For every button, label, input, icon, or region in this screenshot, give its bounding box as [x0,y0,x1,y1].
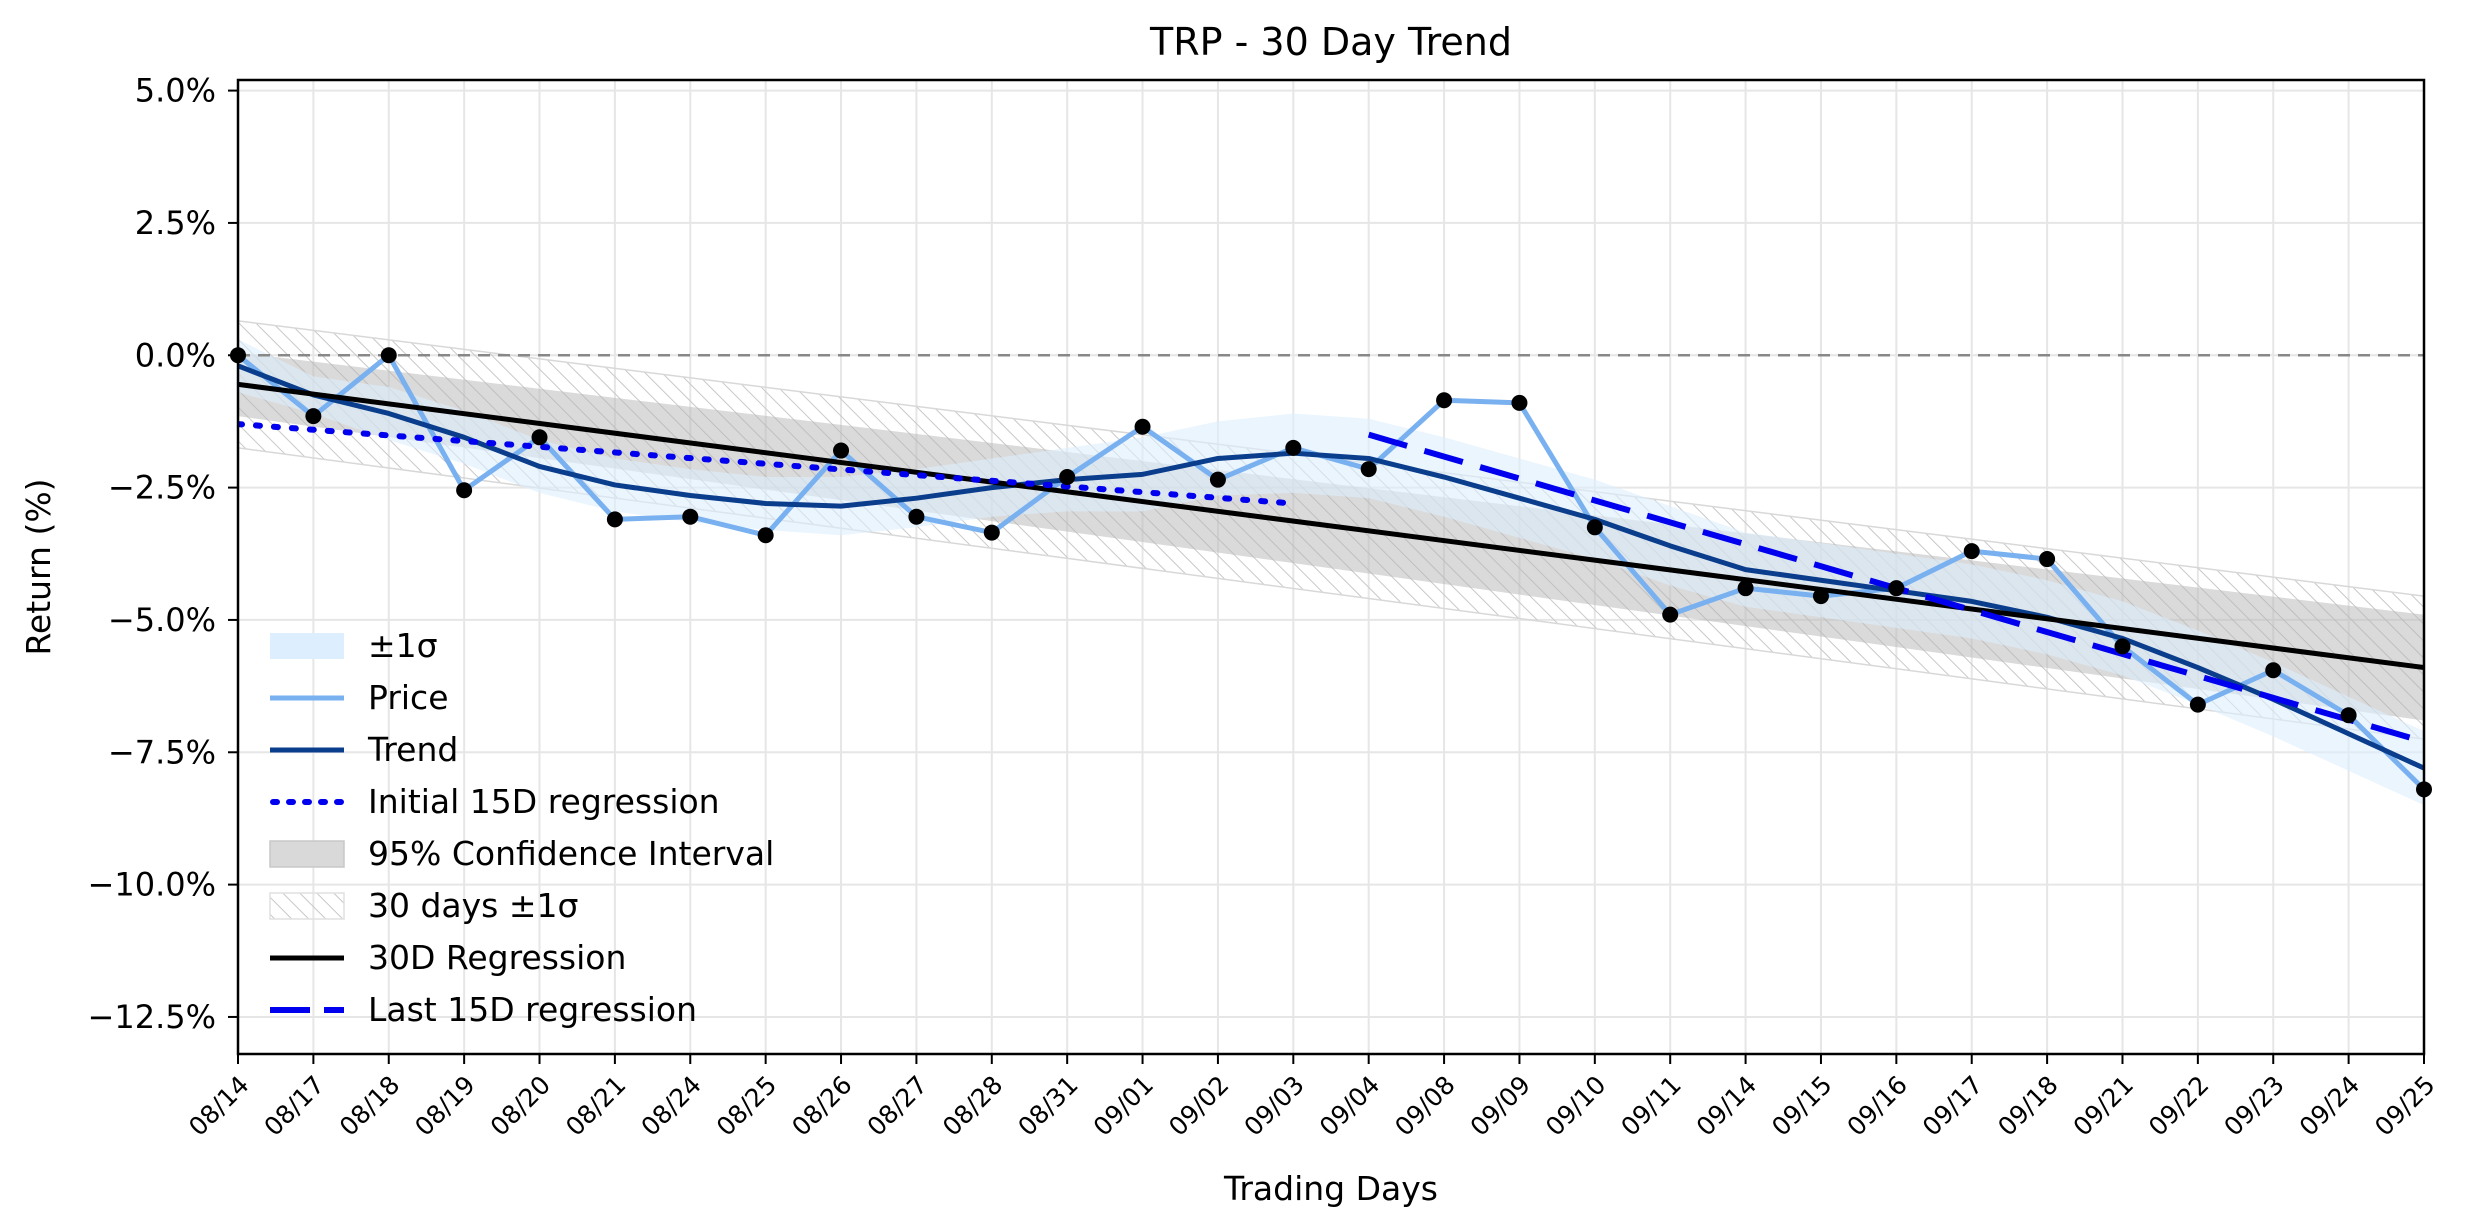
x-tick-label: 09/22 [2143,1070,2214,1141]
price-line [238,352,2424,792]
x-tick-label: 09/10 [1540,1070,1611,1141]
y-axis-label: Return (%) [19,478,58,655]
x-tick-label: 09/02 [1163,1070,1234,1141]
bands [238,320,2424,806]
x-tick-label: 08/17 [259,1070,330,1141]
x-tick-label: 08/31 [1012,1070,1083,1141]
y-tick-label: 0.0% [135,336,216,374]
legend-label: 95% Confidence Interval [368,834,774,873]
x-tick-label: 09/11 [1615,1070,1686,1141]
price-point [1586,519,1603,536]
price-point [1209,471,1226,488]
legend-swatch [270,633,344,659]
price-point [2114,638,2131,655]
y-tick-label: 2.5% [135,204,216,242]
price-point [1436,392,1453,409]
legend: ±1σ Price Trend Initial 15D regression 95% C… [269,626,774,1029]
x-tick-label: 08/25 [711,1070,782,1141]
legend-swatch [269,892,345,920]
x-tick-label: 09/17 [1917,1070,1988,1141]
x-axis: 08/14 08/17 08/18 08/19 08/20 08/21 08/24 08/25… [183,1054,2441,1142]
x-tick-label: 09/03 [1238,1070,1309,1141]
price-point [2265,662,2282,679]
legend-label: Last 15D regression [368,990,697,1029]
price-point [456,482,473,499]
price-point [1511,394,1528,411]
price-point [1360,461,1377,478]
x-tick-label: 08/18 [334,1070,405,1141]
band-confidence-interval [238,352,2424,721]
y-tick-label: −5.0% [108,601,216,639]
y-axis: 5.0% 2.5% 0.0% −2.5% −5.0% −7.5% −10.0% −12.5% [88,72,238,1036]
price-point [531,429,548,446]
y-tick-label: −12.5% [88,998,216,1036]
price-point [1737,580,1754,597]
x-tick-label: 08/26 [786,1070,857,1141]
chart-title: TRP - 30 Day Trend [1149,20,1512,64]
price-point [682,508,699,525]
price-point [2039,551,2056,568]
x-tick-label: 08/14 [183,1070,254,1141]
x-tick-label: 09/18 [1992,1070,2063,1141]
30d-regression-line [238,381,2424,671]
price-point [2340,707,2357,724]
x-tick-label: 09/21 [2068,1070,2139,1141]
plot-frame [236,78,2426,1056]
x-tick-label: 08/27 [862,1070,933,1141]
x-tick-label: 08/21 [560,1070,631,1141]
x-tick-label: 09/01 [1088,1070,1159,1141]
band-sigma [238,339,2424,806]
y-tick-label: −10.0% [88,866,216,904]
legend-label: ±1σ [368,626,438,665]
price-point [1059,469,1076,486]
price-point [1963,543,1980,560]
x-tick-label: 08/24 [635,1070,706,1141]
price-point [983,524,1000,541]
price-point [1134,418,1151,435]
x-tick-label: 09/15 [1766,1070,1837,1141]
x-tick-label: 09/16 [1842,1070,1913,1141]
price-points [230,347,2432,798]
x-tick-label: 08/28 [937,1070,1008,1141]
price-point [833,442,850,459]
x-tick-label: 09/08 [1389,1070,1460,1141]
x-tick-label: 08/19 [409,1070,480,1141]
legend-swatch [269,840,345,868]
price-point [1812,588,1829,605]
x-tick-label: 09/04 [1314,1070,1385,1141]
y-tick-label: −2.5% [108,469,216,507]
x-axis-label: Trading Days [1223,1169,1438,1208]
x-tick-label: 09/25 [2369,1070,2440,1141]
legend-label: Trend [367,730,458,769]
x-tick-label: 09/24 [2294,1070,2365,1141]
legend-label: 30D Regression [368,938,626,977]
price-point [1662,606,1679,623]
price-point [2189,696,2206,713]
price-point [380,347,397,364]
y-tick-label: 5.0% [135,72,216,110]
price-point [908,508,925,525]
price-point [757,527,774,544]
y-tick-label: −7.5% [108,733,216,771]
initial-15d-regression-line [238,421,1297,507]
x-tick-label: 09/23 [2218,1070,2289,1141]
legend-label: 30 days ±1σ [368,886,578,925]
price-point [606,511,623,528]
price-point [1888,580,1905,597]
x-tick-label: 08/20 [485,1070,556,1141]
price-point [1285,439,1302,456]
x-tick-label: 09/09 [1465,1070,1536,1141]
price-point [305,408,322,425]
legend-label: Price [368,678,449,717]
x-tick-label: 09/14 [1691,1070,1762,1141]
legend-label: Initial 15D regression [368,782,720,821]
